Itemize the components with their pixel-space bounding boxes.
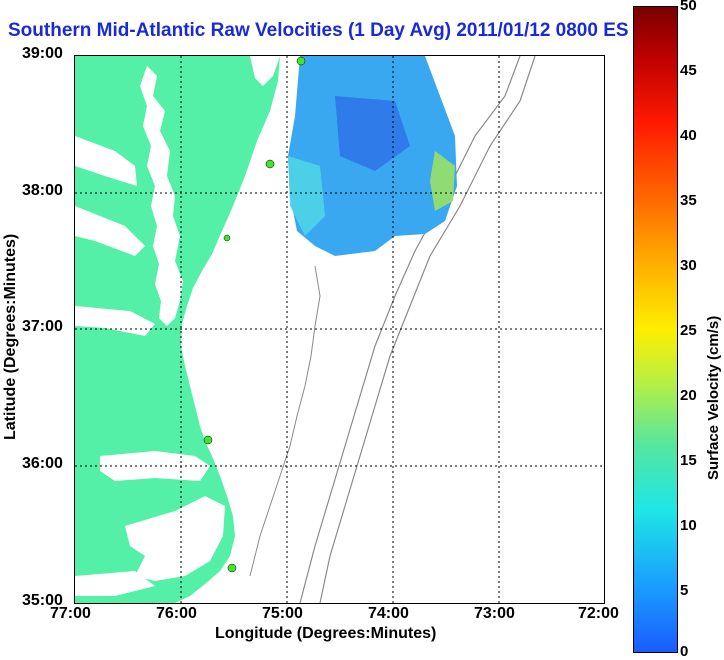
colorbar-tick: 15	[680, 452, 697, 469]
colorbar-tick: 45	[680, 62, 697, 79]
colorbar	[633, 6, 678, 653]
y-tick-label: 38:00	[22, 182, 63, 199]
chesapeake-bay	[140, 66, 183, 326]
delaware-bay	[250, 56, 280, 86]
velocity-field-blue	[335, 96, 410, 171]
velocity-field-cyan	[288, 156, 325, 236]
velocity-field-green	[430, 151, 455, 211]
colorbar-tick: 0	[680, 643, 689, 660]
colorbar-tick: 5	[680, 582, 689, 599]
isobath-contour	[299, 56, 521, 603]
radar-station-marker[interactable]	[223, 234, 231, 242]
map-plot-area[interactable]	[74, 55, 605, 604]
y-tick-label: 36:00	[22, 455, 63, 472]
x-tick-label: 76:00	[156, 605, 197, 622]
isobath-contour-2	[319, 56, 536, 603]
radar-station-marker[interactable]	[296, 56, 306, 66]
colorbar-tick: 20	[680, 387, 697, 404]
y-axis-title: Latitude (Degrees:Minutes)	[2, 233, 19, 440]
colorbar-tick: 25	[680, 322, 697, 339]
y-tick-label: 37:00	[22, 318, 63, 335]
rappahannock-river	[75, 206, 145, 256]
y-tick-label: 39:00	[22, 45, 63, 62]
map-canvas	[75, 56, 604, 603]
isobath-contour-3	[249, 265, 321, 577]
colorbar-tick: 50	[680, 0, 697, 14]
x-tick-label: 72:00	[578, 605, 619, 622]
colorbar-tick: 40	[680, 127, 697, 144]
x-tick-label: 74:00	[368, 605, 409, 622]
colorbar-tick: 10	[680, 517, 697, 534]
x-tick-label: 77:00	[50, 605, 91, 622]
radar-station-marker[interactable]	[203, 435, 213, 445]
x-tick-label: 73:00	[474, 605, 515, 622]
grid-lines	[75, 56, 604, 603]
colorbar-title: Surface Velocity (cm/s)	[705, 315, 722, 480]
x-tick-label: 75:00	[262, 605, 303, 622]
x-axis-title: Longitude (Degrees:Minutes)	[215, 625, 437, 642]
radar-station-marker[interactable]	[265, 159, 275, 169]
radar-station-marker[interactable]	[227, 563, 237, 573]
colorbar-tick: 35	[680, 192, 697, 209]
potomac-river	[75, 136, 137, 186]
map-title: Southern Mid-Atlantic Raw Velocities (1 …	[8, 20, 628, 41]
neuse-river	[75, 571, 155, 596]
colorbar-tick: 30	[680, 257, 697, 274]
y-tick-label: 35:00	[22, 592, 63, 609]
pamlico-sound	[125, 496, 225, 581]
